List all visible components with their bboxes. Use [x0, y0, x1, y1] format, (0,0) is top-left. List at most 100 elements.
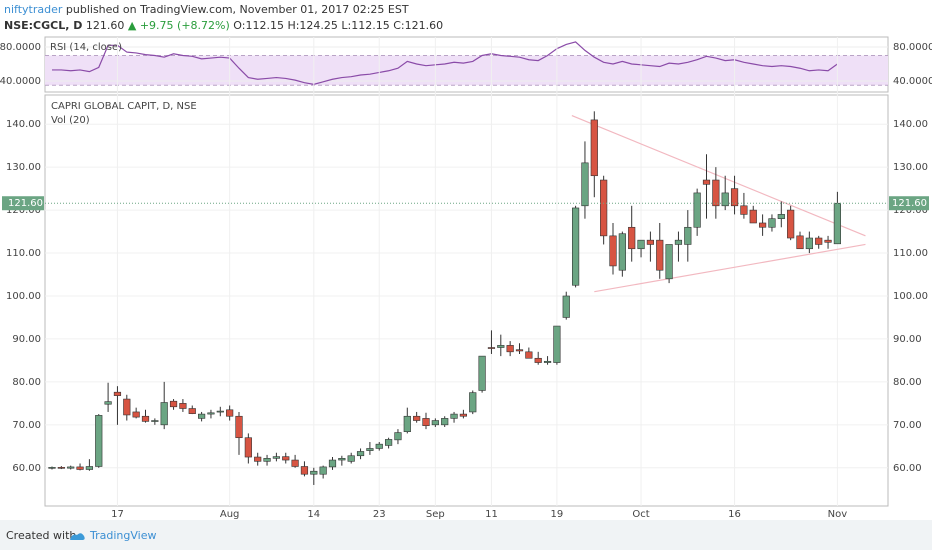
candle-body [805, 237, 813, 250]
y-tick-label: 70.00 [12, 420, 41, 431]
candle-body [534, 357, 542, 363]
x-tick-label: 11 [485, 509, 498, 520]
author[interactable]: niftytrader [4, 3, 63, 16]
candle-body [254, 456, 262, 462]
candle-body [141, 415, 150, 422]
rsi-title: RSI (14, close) [50, 42, 122, 53]
candle-body [263, 458, 271, 462]
last-price-label: 121.60 [8, 198, 43, 209]
candle-body [226, 409, 234, 417]
candle-body [796, 235, 804, 250]
rsi-tick-label: 40.0000 [893, 76, 932, 87]
candle-body [328, 459, 337, 468]
y-tick-label: 80.00 [12, 377, 41, 388]
published: published on TradingView.com, November 0… [65, 3, 409, 16]
rsi-line [52, 41, 838, 85]
candle-body [628, 226, 636, 250]
candle-body [272, 456, 281, 459]
candle-body [450, 413, 458, 419]
candle-body [151, 420, 159, 422]
candle-body [497, 345, 505, 348]
candle-body [235, 415, 243, 439]
trendline [571, 115, 866, 237]
candle-body [132, 411, 140, 418]
ohlc: O:112.15 H:124.25 L:112.15 C:121.60 [233, 19, 444, 32]
candle-body [179, 403, 187, 409]
candle-body [665, 244, 673, 280]
rsi-tick-label: 80.0000 [0, 42, 41, 53]
candle-body [413, 415, 421, 421]
candle-body [600, 179, 608, 237]
candle-body [553, 325, 561, 363]
last-price-box [889, 196, 929, 211]
y-tick-label: 140.00 [893, 119, 928, 130]
candle-body [85, 466, 93, 470]
candle-body [469, 392, 477, 413]
candle-body [356, 451, 365, 457]
candle-body [95, 415, 103, 467]
y-tick-label: 130.00 [893, 162, 928, 173]
candle-body [487, 347, 496, 349]
candle-body [815, 237, 823, 245]
logo [70, 533, 85, 540]
candle-body [543, 360, 552, 363]
candle-body [403, 415, 411, 433]
x-tick-label: 23 [373, 509, 386, 520]
candle-body [441, 418, 449, 426]
trendline [594, 243, 866, 293]
header: niftytrader published on TradingView.com… [4, 2, 443, 34]
x-tick-label: 14 [307, 509, 320, 520]
candle-body [590, 119, 598, 177]
rsi-band [45, 55, 888, 86]
candle-body [646, 239, 654, 245]
y-tick-label: 140.00 [6, 119, 41, 130]
candle-body [515, 349, 524, 352]
candle-body [76, 466, 84, 470]
candle-body [581, 162, 589, 207]
candle-body [57, 467, 65, 469]
candle-body [777, 214, 785, 219]
candle-body [198, 413, 206, 419]
candle-body [693, 192, 701, 228]
candle-body [291, 459, 299, 467]
candle-body [422, 418, 430, 426]
candle-body [310, 470, 318, 475]
candle-body [338, 458, 346, 461]
candle-body [366, 448, 374, 451]
price: 121.60 [85, 19, 125, 32]
footer: Created with TradingView [0, 520, 932, 550]
candle-body [216, 410, 224, 413]
created-with: Created with [6, 529, 77, 542]
candle-body [702, 179, 711, 185]
candle-body [160, 402, 168, 426]
brand[interactable]: TradingView [90, 529, 157, 542]
x-tick-label: 17 [111, 509, 124, 520]
x-tick-label: Sep [426, 509, 445, 520]
x-tick-label: 19 [551, 509, 564, 520]
candle-body [48, 467, 56, 469]
candle-body [207, 412, 215, 415]
rsi-tick-label: 40.0000 [0, 76, 41, 87]
candle-body [674, 239, 683, 245]
candle-body [758, 222, 767, 228]
y-tick-label: 70.00 [893, 420, 922, 431]
candle-body [394, 432, 402, 441]
last-price-box-left [2, 196, 44, 211]
candle-body [478, 355, 486, 391]
x-tick-label: 16 [728, 509, 741, 520]
candle-body [787, 209, 795, 239]
candle-body [347, 455, 355, 462]
candle-body [618, 233, 626, 271]
candle-body [684, 226, 692, 245]
candle-body [721, 192, 729, 207]
rsi-tick-label: 80.0000 [893, 42, 932, 53]
candle-body [833, 202, 841, 245]
y-tick-label: 130.00 [6, 162, 41, 173]
candle-body [712, 179, 720, 207]
candle-body [169, 400, 178, 408]
candle-body [282, 456, 290, 461]
change: ▲ +9.75 (+8.72%) [127, 19, 230, 32]
y-tick-label: 80.00 [893, 377, 922, 388]
candle-body [637, 239, 645, 250]
y-tick-label: 60.00 [893, 463, 922, 474]
